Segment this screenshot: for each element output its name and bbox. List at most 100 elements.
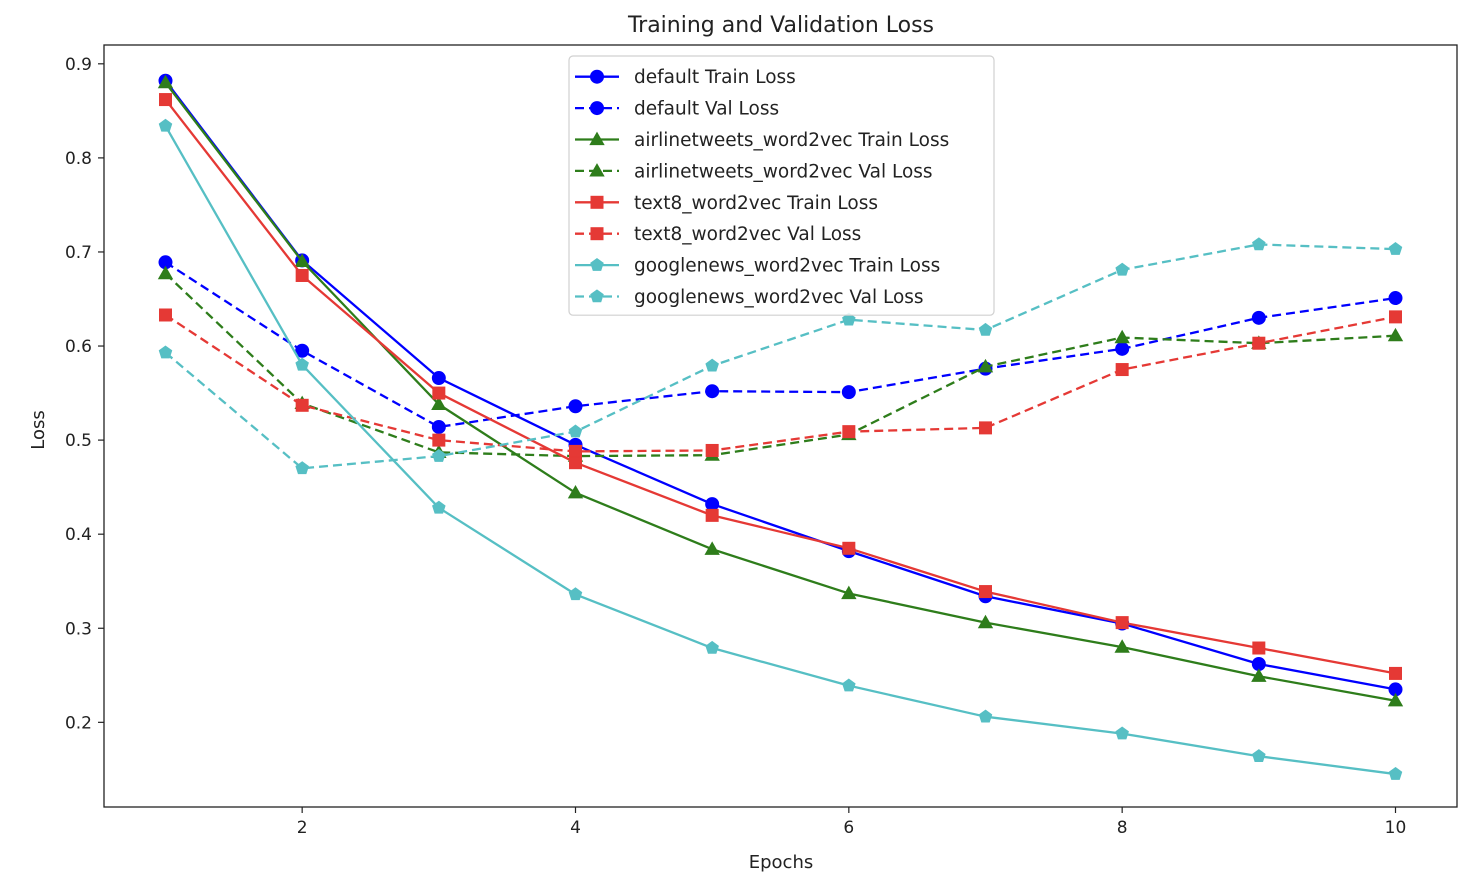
x-tick-label: 10	[1385, 818, 1407, 838]
data-point	[842, 425, 856, 439]
x-tick-label: 4	[570, 818, 581, 838]
data-point	[1251, 310, 1266, 325]
data-point	[705, 497, 720, 512]
data-point	[569, 456, 582, 470]
legend-label: default Val Loss	[634, 99, 779, 120]
data-point	[295, 357, 309, 371]
data-point	[295, 461, 309, 475]
legend-item: airlinetweets_word2vec Val Loss	[575, 161, 933, 182]
data-point	[1389, 666, 1402, 680]
legend-label: airlinetweets_word2vec Train Loss	[634, 130, 949, 151]
legend-marker	[590, 257, 604, 271]
data-point	[979, 421, 992, 435]
data-point	[431, 371, 446, 386]
data-point	[1388, 242, 1403, 255]
series-line	[164, 243, 1396, 470]
data-point	[568, 587, 583, 601]
legend-item: text8_word2vec Val Loss	[575, 224, 861, 245]
data-point	[1115, 341, 1130, 356]
data-point	[841, 585, 857, 600]
legend-item: googlenews_word2vec Train Loss	[575, 256, 940, 277]
data-point	[705, 443, 719, 457]
legend-label: default Train Loss	[634, 67, 796, 88]
legend-marker	[590, 227, 604, 241]
data-point	[432, 386, 446, 400]
y-tick-label: 0.9	[65, 55, 92, 75]
series-line	[164, 125, 1396, 776]
y-tick-label: 0.4	[65, 525, 92, 545]
data-point	[842, 541, 856, 555]
series-4	[159, 93, 1402, 680]
data-point	[842, 678, 856, 692]
legend-box	[568, 55, 995, 316]
legend-marker	[590, 101, 604, 116]
data-point	[431, 419, 446, 434]
legend-item: airlinetweets_word2vec Train Loss	[575, 130, 949, 151]
data-point	[432, 500, 446, 514]
legend-item: default Val Loss	[575, 99, 779, 120]
data-point	[294, 253, 310, 267]
data-point	[295, 268, 309, 282]
data-point	[705, 384, 720, 399]
data-point	[295, 398, 309, 412]
data-point	[1115, 616, 1129, 630]
data-point	[705, 640, 719, 654]
data-point	[157, 74, 174, 89]
y-tick-label: 0.6	[65, 337, 92, 357]
series-6	[158, 118, 1403, 780]
y-tick-label: 0.3	[65, 619, 92, 639]
legend-marker	[590, 195, 604, 209]
x-tick-label: 6	[843, 818, 854, 838]
x-axis-title: Epochs	[749, 852, 814, 873]
legend-item: default Train Loss	[575, 67, 796, 88]
data-point	[1252, 749, 1266, 762]
legend-marker	[589, 131, 605, 146]
legend-item: googlenews_word2vec Val Loss	[575, 287, 924, 308]
data-point	[1388, 291, 1403, 306]
data-point	[1387, 327, 1404, 342]
data-point	[158, 345, 173, 359]
series-line	[164, 261, 1396, 429]
y-tick-label: 0.8	[65, 149, 92, 169]
data-point	[704, 541, 720, 555]
data-point	[1387, 692, 1404, 707]
data-point	[1252, 336, 1266, 350]
data-point	[1115, 726, 1129, 740]
y-tick-label: 0.2	[65, 713, 92, 733]
legend-label: googlenews_word2vec Val Loss	[634, 287, 924, 308]
data-point	[841, 385, 856, 400]
data-point	[1251, 668, 1267, 682]
chart-title: Training and Validation Loss	[627, 13, 934, 38]
data-point	[978, 322, 993, 336]
data-point	[569, 444, 582, 458]
legend-label: googlenews_word2vec Train Loss	[634, 256, 940, 277]
y-axis-title: Loss	[28, 410, 49, 449]
data-point	[979, 585, 992, 599]
axis-ticks: 2 4 6 8 10 0.2 0.3 0.4 0.5 0.6 0.7 0.8 0.9	[65, 55, 1406, 838]
x-tick-label: 2	[297, 818, 308, 838]
data-point	[1115, 262, 1129, 276]
data-point	[159, 308, 172, 322]
legend-marker	[590, 289, 604, 303]
legend-label: airlinetweets_word2vec Val Loss	[634, 161, 933, 182]
legend-item: text8_word2vec Train Loss	[575, 193, 878, 214]
legend-label: text8_word2vec Train Loss	[634, 193, 878, 214]
data-point	[1389, 310, 1402, 324]
data-point	[158, 118, 173, 132]
x-tick-label: 8	[1117, 818, 1128, 838]
data-point	[1252, 237, 1266, 251]
legend-marker	[590, 69, 604, 84]
data-point	[842, 312, 856, 326]
data-point	[159, 93, 172, 107]
series-7	[158, 237, 1403, 475]
data-point	[568, 399, 583, 414]
data-point	[977, 614, 994, 629]
y-tick-label: 0.5	[65, 431, 92, 451]
data-point	[568, 424, 583, 438]
data-point	[1388, 766, 1403, 780]
series-line	[164, 80, 1396, 691]
legend-marker	[589, 163, 605, 177]
data-point	[432, 433, 446, 447]
legend-label: text8_word2vec Val Loss	[634, 224, 861, 245]
